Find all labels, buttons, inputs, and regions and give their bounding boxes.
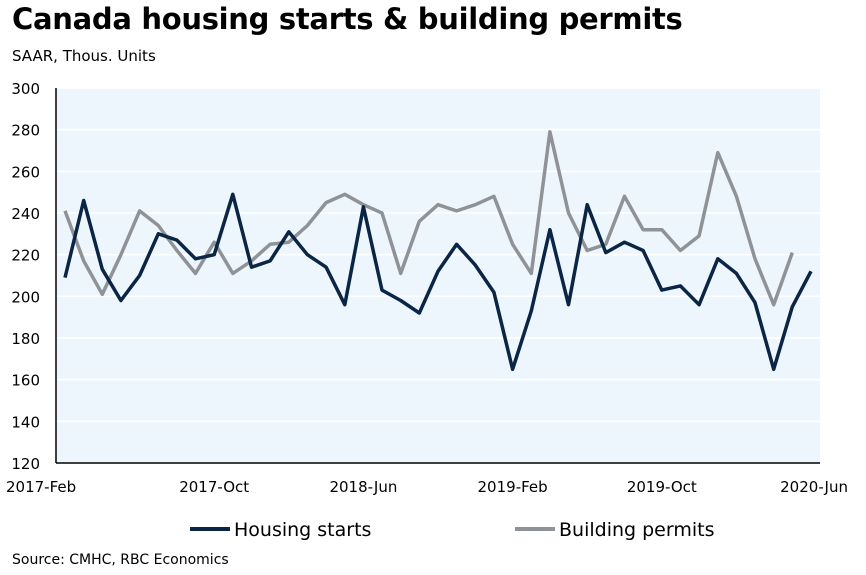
x-tick-label: 2019-Oct (627, 478, 697, 496)
x-tick-label: 2020-Jun (780, 478, 848, 496)
y-tick-label: 280 (11, 122, 40, 140)
legend-label-building-permits: Building permits (559, 519, 714, 541)
legend-label-housing-starts: Housing starts (234, 519, 371, 541)
x-tick-label: 2017-Oct (179, 478, 249, 496)
y-tick-label: 120 (11, 455, 40, 473)
y-tick-label: 220 (11, 247, 40, 265)
y-tick-label: 160 (11, 372, 40, 390)
chart-title: Canada housing starts & building permits (12, 2, 683, 36)
chart-subtitle: SAAR, Thous. Units (12, 47, 156, 65)
x-tick-label: 2018-Jun (329, 478, 397, 496)
y-tick-label: 200 (11, 288, 40, 306)
y-tick-label: 300 (11, 80, 40, 98)
x-tick-label: 2019-Feb (478, 478, 548, 496)
y-tick-label: 140 (11, 413, 40, 431)
source-note: Source: CMHC, RBC Economics (12, 552, 229, 568)
y-tick-label: 240 (11, 205, 40, 223)
series-line-housing-starts (63, 192, 813, 372)
x-tick-label: 2017-Feb (6, 478, 76, 496)
y-tick-label: 260 (11, 163, 40, 181)
y-tick-label: 180 (11, 330, 40, 348)
series-line-building-permits (63, 130, 794, 307)
